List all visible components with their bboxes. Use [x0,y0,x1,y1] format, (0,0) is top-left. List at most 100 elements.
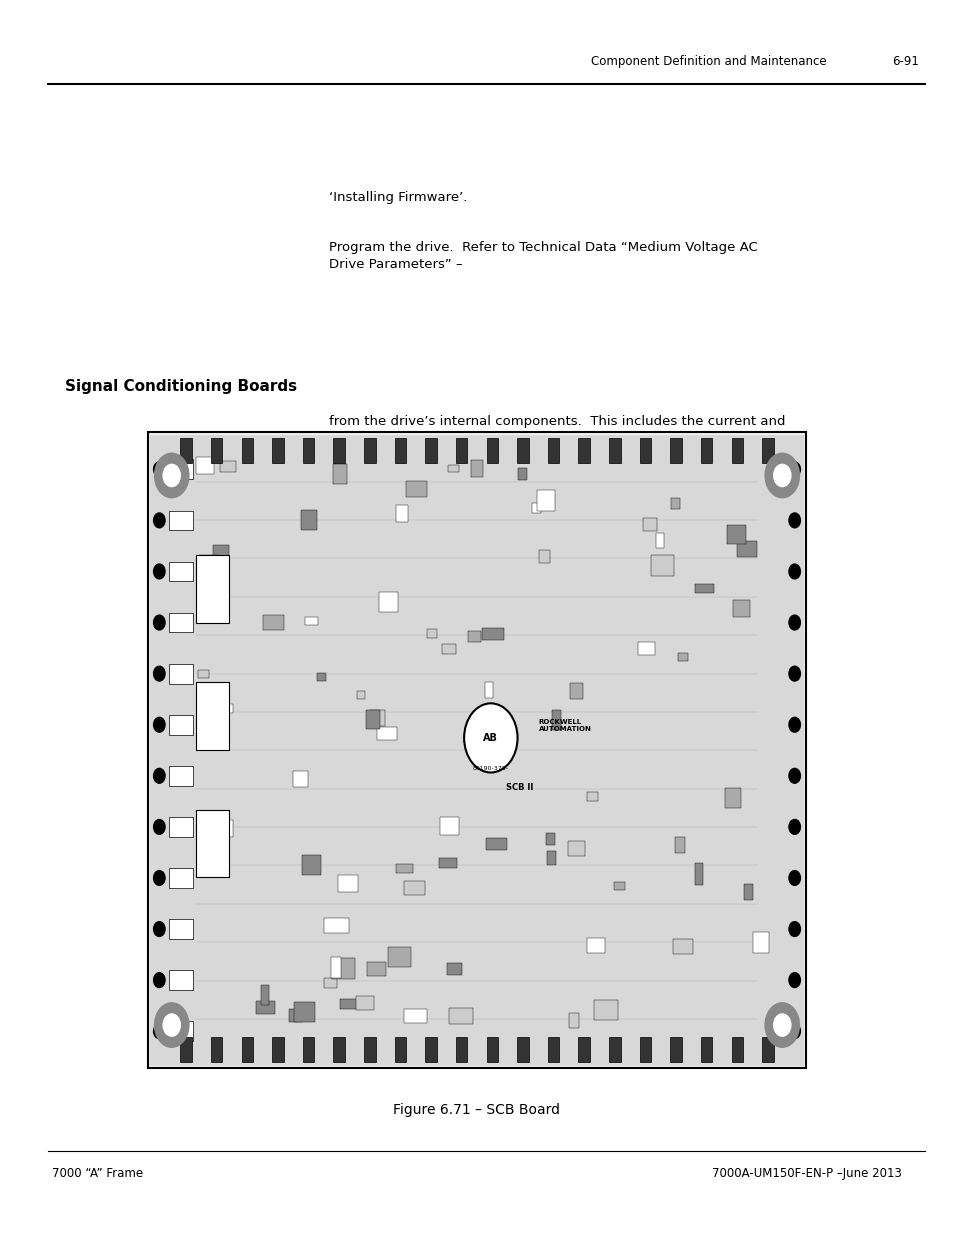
Circle shape [764,453,799,498]
Bar [148,432,805,1068]
Bar [339,999,359,1009]
Bar [471,459,482,478]
Bar [294,1003,314,1021]
Bar [673,939,692,955]
Bar [213,820,233,837]
Bar [608,438,619,463]
Circle shape [153,820,165,835]
Bar [731,438,742,463]
Bar [260,986,269,1005]
Bar [670,438,681,463]
Circle shape [463,704,517,773]
Bar [334,438,345,463]
Text: SCB II: SCB II [505,783,533,792]
Bar [195,457,214,474]
Bar [169,715,193,735]
Text: Component Definition and Maintenance: Component Definition and Maintenance [591,54,826,68]
Bar [198,555,218,573]
Bar [517,468,526,480]
Bar [324,918,349,932]
Bar [316,673,326,682]
Circle shape [153,973,165,988]
Bar [486,438,497,463]
Bar [538,550,549,563]
Bar [324,978,336,988]
Bar [366,710,379,730]
Circle shape [153,462,165,477]
Bar [332,958,355,979]
Circle shape [153,871,165,885]
Bar [169,868,193,888]
Bar [195,810,229,877]
Bar [732,600,749,616]
Bar [674,837,684,853]
Bar [643,519,657,531]
Text: ‘Installing Firmware’.: ‘Installing Firmware’. [329,191,467,205]
Bar [578,1037,589,1062]
Bar [169,766,193,785]
Bar [537,490,555,511]
Bar [517,438,528,463]
Bar [169,510,193,530]
Bar [150,435,803,1066]
Circle shape [163,1014,180,1036]
Circle shape [788,973,800,988]
Bar [289,1009,303,1023]
Circle shape [788,615,800,630]
Text: 80190-378-: 80190-378- [473,766,508,772]
Bar [330,957,341,978]
Bar [442,643,456,653]
Bar [222,704,233,713]
Bar [552,710,560,730]
Bar [761,1037,773,1062]
Bar [656,532,663,547]
Circle shape [788,718,800,732]
Bar [241,1037,253,1062]
Circle shape [154,453,189,498]
Circle shape [788,462,800,477]
Bar [387,947,411,967]
Bar [378,592,397,611]
Bar [301,855,321,874]
Circle shape [773,1014,790,1036]
Circle shape [788,871,800,885]
Text: ROCKWELL
AUTOMATION: ROCKWELL AUTOMATION [537,719,591,732]
Text: Program the drive.  Refer to Technical Data “Medium Voltage AC
Drive Parameters”: Program the drive. Refer to Technical Da… [329,241,757,270]
Bar [449,1008,473,1024]
Bar [546,851,556,864]
Bar [547,1037,558,1062]
Text: 6-91: 6-91 [891,54,918,68]
Circle shape [153,564,165,579]
Bar [334,1037,345,1062]
Bar [333,464,347,484]
Bar [302,438,314,463]
Bar [367,962,386,977]
Bar [448,464,458,473]
Bar [263,615,283,630]
Bar [364,1037,375,1062]
Bar [403,1009,427,1023]
Circle shape [153,615,165,630]
Bar [305,618,317,625]
Bar [700,438,712,463]
Bar [169,971,193,990]
Bar [670,1037,681,1062]
Bar [198,669,210,678]
Circle shape [153,718,165,732]
Bar [677,652,687,661]
Bar [169,919,193,939]
Bar [403,881,425,895]
Bar [169,1021,193,1041]
Bar [438,858,456,867]
Bar [256,1002,274,1014]
Bar [195,556,229,622]
Bar [481,627,503,640]
Bar [546,834,555,845]
Bar [726,525,745,543]
Bar [651,555,673,576]
Bar [213,545,229,558]
Bar [578,438,589,463]
Bar [427,629,436,638]
Bar [568,841,584,856]
Circle shape [788,820,800,835]
